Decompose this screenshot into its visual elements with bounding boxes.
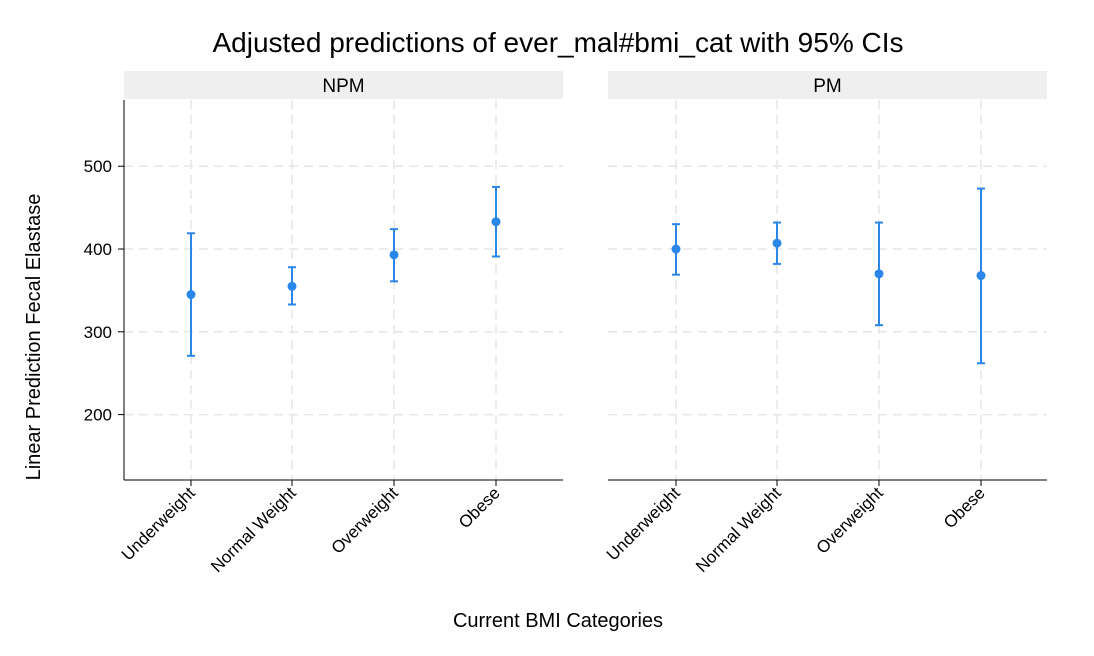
y-tick-label: 500 [84, 157, 112, 176]
y-tick-label: 300 [84, 323, 112, 342]
data-point [772, 238, 782, 248]
x-tick-label: Normal Weight [207, 483, 300, 576]
panel-strip [124, 71, 563, 99]
x-tick-label: Underweight [603, 483, 684, 564]
y-tick-label: 200 [84, 406, 112, 425]
x-tick-label: Obese [455, 483, 504, 532]
data-point [491, 217, 501, 227]
x-tick-label: Obese [940, 483, 989, 532]
panel-pm: PM Underweight Normal Weight Overweight Obes… [603, 71, 1047, 576]
x-axis-label: Current BMI Categories [453, 610, 663, 632]
panel-strip-label: NPM [322, 76, 364, 97]
x-tick-label: Underweight [118, 483, 199, 564]
data-point [287, 281, 297, 291]
y-axis-label: Linear Prediction Fecal Elastase [23, 194, 45, 481]
data-point [874, 269, 884, 279]
x-tick-label: Normal Weight [692, 483, 785, 576]
y-tick-label: 400 [84, 240, 112, 259]
x-tick-label: Overweight [813, 483, 887, 557]
data-point [389, 250, 399, 260]
chart-title: Adjusted predictions of ever_mal#bmi_cat… [212, 27, 903, 58]
panel-strip [608, 71, 1047, 99]
x-tick-label: Overweight [328, 483, 402, 557]
panel-npm: NPM 200 300 400 500 Underweight Normal Weight O… [84, 71, 563, 576]
data-point [186, 290, 196, 300]
data-point [671, 244, 681, 254]
panel-strip-label: PM [813, 76, 842, 97]
data-point [976, 271, 986, 281]
